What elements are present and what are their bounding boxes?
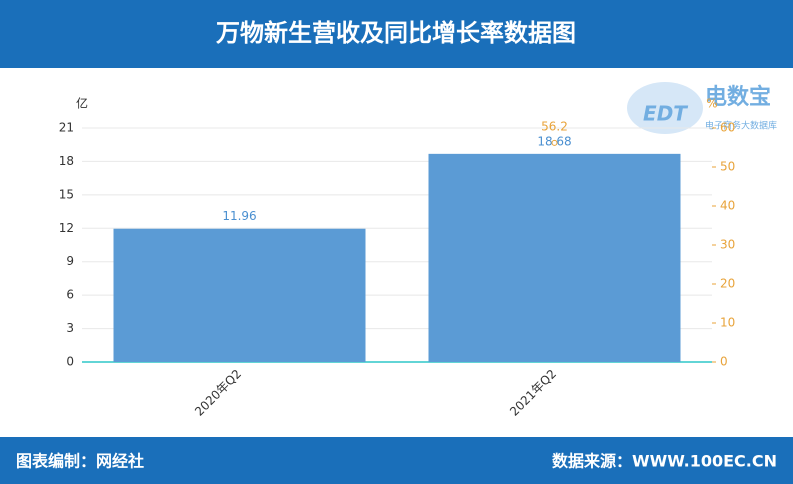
y2-tick-label: 20 [720,277,735,291]
logo-cloud [627,82,703,134]
y-tick-label: 15 [59,187,74,201]
y2-tick-label: 0 [720,355,728,369]
footer-bar [0,437,793,484]
y-tick-label: 12 [59,221,74,235]
y2-tick-label: 60 [720,121,735,135]
bar-value-label: 11.96 [222,209,256,223]
logo-mark: EDT [643,102,688,126]
logo-name: 电数宝 [705,84,771,110]
bar [113,228,366,362]
footer-right: 数据来源：WWW.100EC.CN [552,452,777,471]
logo-tagline: 电子商务大数据库 [705,120,777,132]
y-tick-label: 21 [59,121,74,135]
y2-unit: % [706,97,717,111]
bar [428,153,681,362]
y-tick-label: 9 [66,254,74,268]
y2-tick-label: 30 [720,238,735,252]
x-tick-label: 2020年Q2 [192,367,244,419]
y2-tick-label: 40 [720,199,735,213]
chart-title: 万物新生营收及同比增长率数据图 [216,19,576,47]
y-unit: 亿 [76,96,88,111]
y2-tick-label: 10 [720,316,735,330]
y2-tick-label: 50 [720,160,735,174]
y-tick-label: 18 [59,154,74,168]
line-value-label: 56.2 [541,119,568,133]
line-point [551,139,558,146]
logo: EDT 电数宝 电子商务大数据库 [627,82,777,134]
y-tick-label: 6 [66,288,74,302]
x-tick-label: 2021年Q2 [507,367,559,419]
header-bar [0,0,793,68]
footer-left: 图表编制：网经社 [16,452,144,471]
y-tick-label: 3 [66,321,74,335]
y-tick-label: 0 [66,355,74,369]
